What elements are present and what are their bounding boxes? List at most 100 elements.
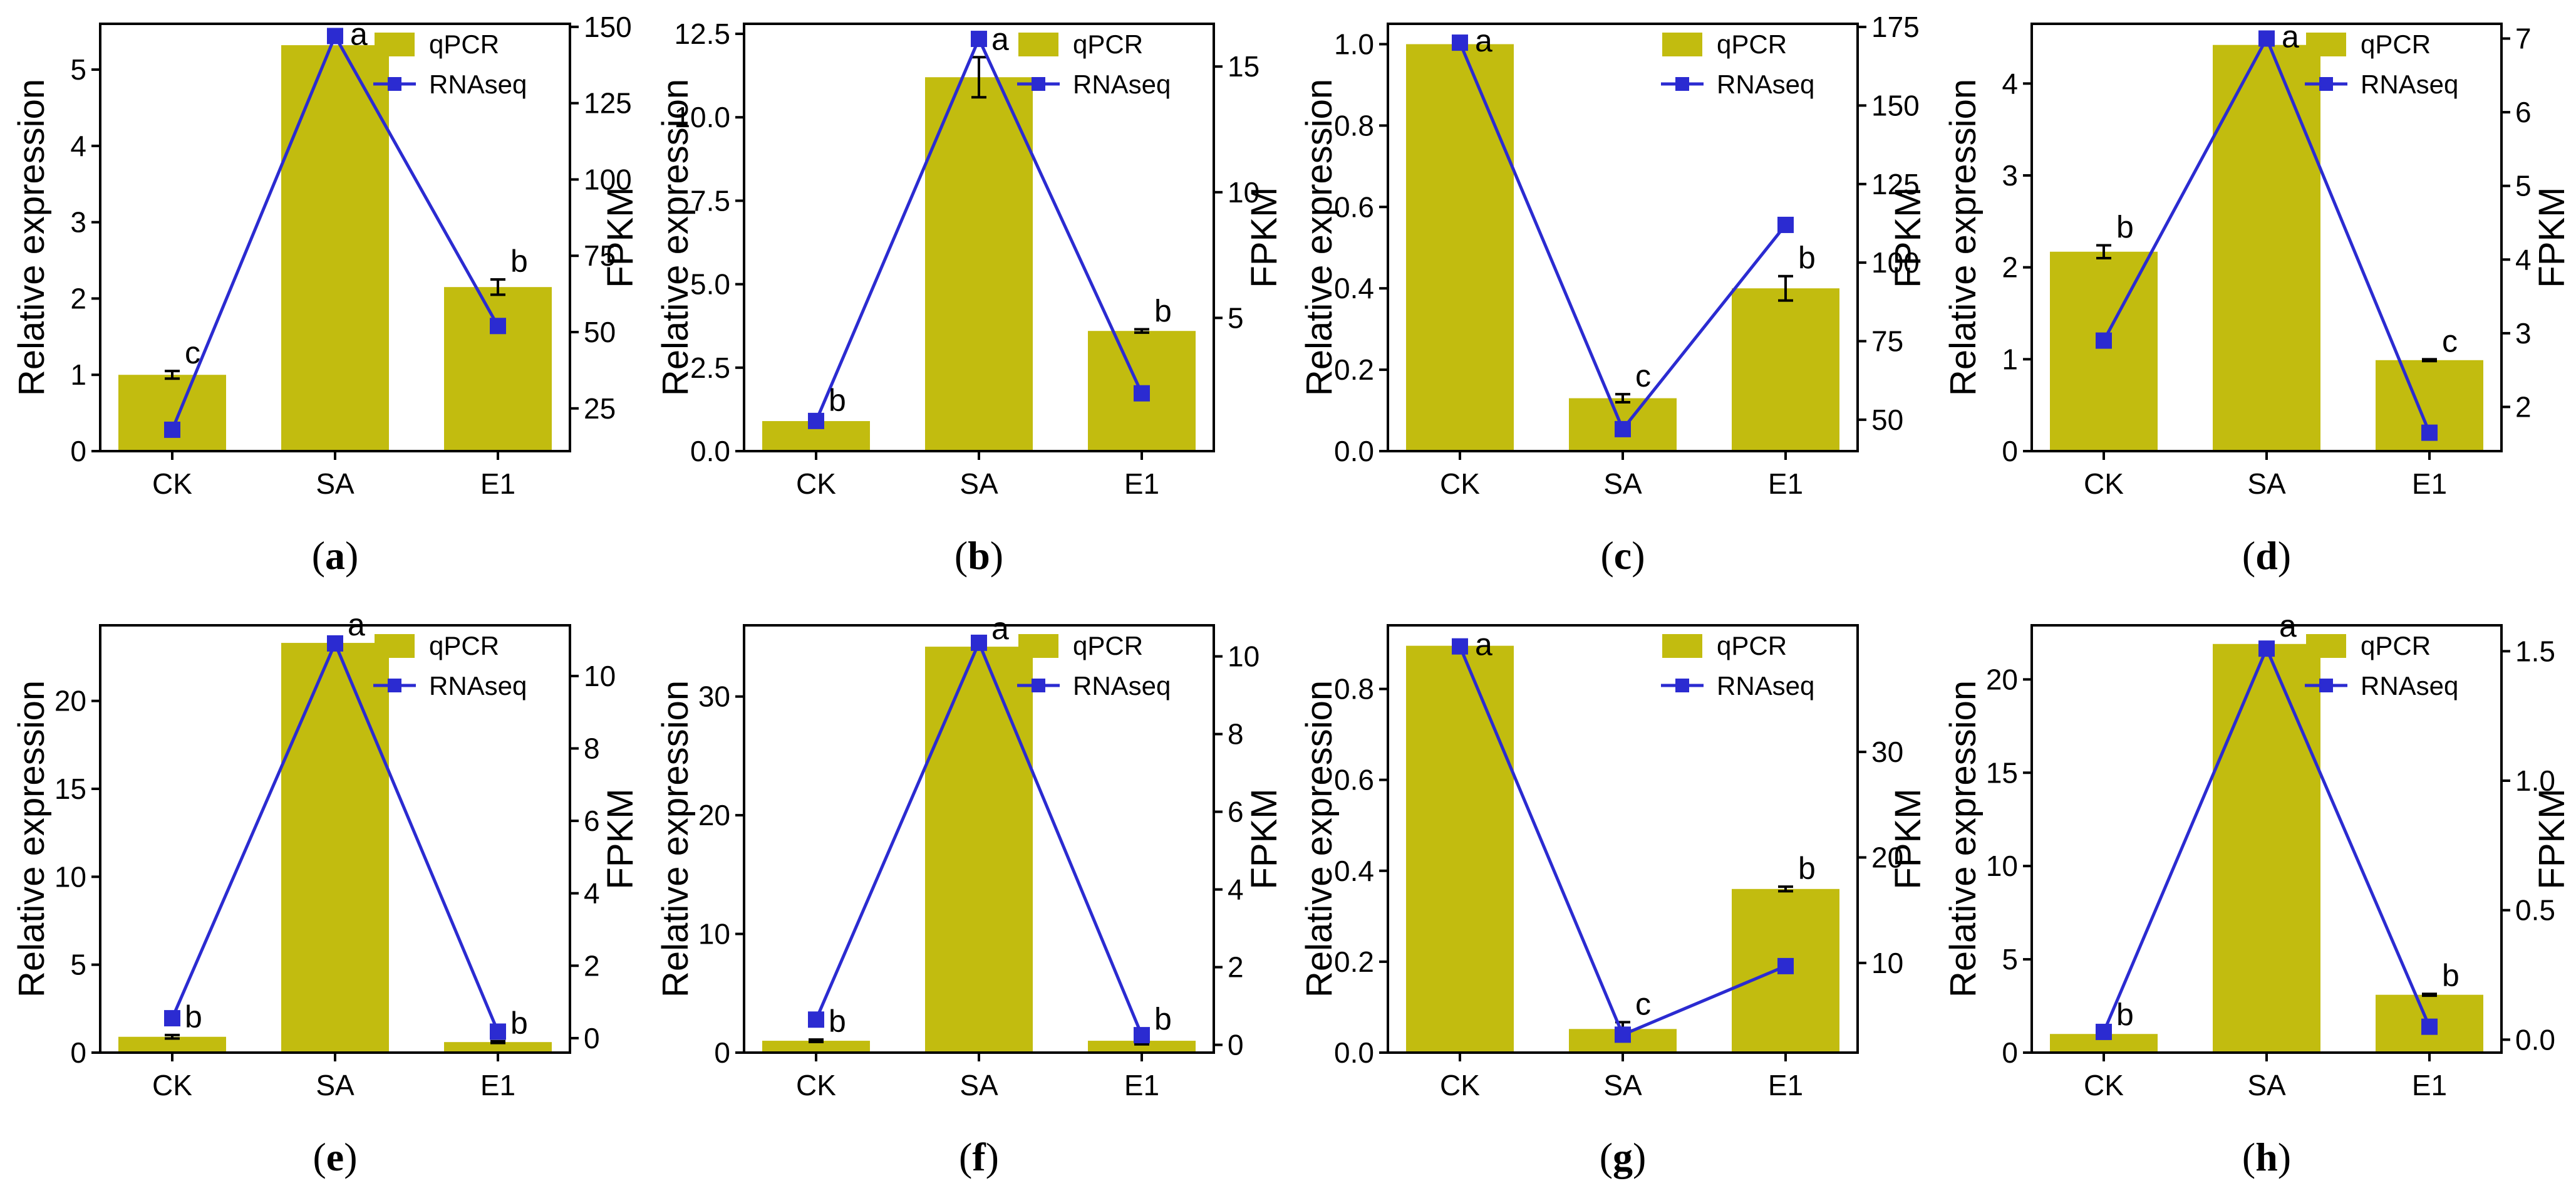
bar-e-sa xyxy=(281,643,389,1053)
left-tick-label: 5.0 xyxy=(690,268,730,301)
left-tick-label: 0.8 xyxy=(1334,673,1374,706)
left-axis-title-f: Relative expression xyxy=(655,680,696,997)
error-bar-a-ck xyxy=(165,370,180,380)
right-tick-label: 175 xyxy=(1871,11,1920,43)
legend-label-rnaseq: RNAseq xyxy=(1073,70,1171,99)
bar-d-ck xyxy=(2050,251,2158,451)
sig-label-f-e1: b xyxy=(1154,1001,1172,1036)
legend-swatch-qpcr xyxy=(375,33,415,56)
legend-label-rnaseq: RNAseq xyxy=(2361,671,2458,700)
x-tick-label-ck: CK xyxy=(152,1069,192,1101)
rnaseq-marker-g-ck xyxy=(1452,638,1468,655)
legend-a: qPCR RNAseq xyxy=(373,29,527,99)
error-bar-b-sa xyxy=(971,56,986,99)
right-tick-label: 1.5 xyxy=(2515,635,2555,667)
left-tick-label: 0 xyxy=(70,435,86,467)
legend-label-qpcr: qPCR xyxy=(1073,631,1143,660)
legend-label-rnaseq: RNAseq xyxy=(1717,671,1814,700)
rnaseq-marker-b-ck xyxy=(808,412,824,429)
left-tick-label: 0.0 xyxy=(1334,435,1374,467)
left-axis-title-h: Relative expression xyxy=(1943,680,1984,997)
left-tick-label: 1.0 xyxy=(1334,28,1374,60)
x-tick-label-ck: CK xyxy=(152,467,192,500)
panel-label-d: (d) xyxy=(2242,533,2291,578)
right-tick-label: 125 xyxy=(1871,168,1920,200)
panel-label-h: (h) xyxy=(2242,1135,2291,1179)
legend-c: qPCR RNAseq xyxy=(1661,29,1814,99)
error-bar-a-e1 xyxy=(490,278,505,296)
legend-label-qpcr: qPCR xyxy=(429,29,499,59)
sig-label-b-sa: a xyxy=(991,21,1009,56)
sig-label-b-e1: b xyxy=(1154,294,1172,329)
error-bar-d-ck xyxy=(2096,244,2111,259)
bar-d-sa xyxy=(2213,44,2320,451)
sig-label-f-ck: b xyxy=(829,1004,846,1039)
right-tick-label: 6 xyxy=(1228,796,1244,828)
right-tick-label: 4 xyxy=(1228,873,1244,906)
error-bar-e-ck xyxy=(165,1033,180,1040)
right-tick-label: 125 xyxy=(584,87,632,120)
left-tick-label: 0 xyxy=(2002,1036,2018,1069)
rnaseq-marker-e-sa xyxy=(327,635,343,652)
rnaseq-marker-d-e1 xyxy=(2421,424,2438,441)
x-tick-label-e1: E1 xyxy=(1124,1069,1159,1101)
left-tick-label: 0.2 xyxy=(1334,353,1374,386)
panel-b: b a b 0.0 2.5 5.0 7.5 10.0 12.5 5 10 15 CK SA E1 Relati… xyxy=(644,0,1288,602)
bar-a-ck xyxy=(118,375,226,451)
right-tick-label: 5 xyxy=(1228,301,1244,334)
chart-a: c b a 0 1 2 3 4 5 25 50 75 100 125 150 CK SA E1 Relative e… xyxy=(11,11,641,578)
left-tick-label: 4 xyxy=(2002,67,2018,100)
right-tick-label: 75 xyxy=(1871,325,1903,357)
sig-label-h-ck: b xyxy=(2116,997,2134,1033)
left-tick-label: 10 xyxy=(1986,850,2018,882)
x-tick-label-sa: SA xyxy=(960,1069,998,1101)
bar-c-e1 xyxy=(1732,288,1839,451)
panel-h: b a b 0 5 10 15 20 0.0 0.5 1.0 1.5 CK SA E1 Relative ex… xyxy=(1932,602,2575,1203)
rnaseq-marker-d-sa xyxy=(2258,30,2275,47)
left-tick-label: 0.0 xyxy=(1334,1036,1374,1069)
left-tick-label: 2 xyxy=(2002,251,2018,284)
left-tick-label: 2 xyxy=(70,282,86,315)
x-tick-label-sa: SA xyxy=(1603,1069,1642,1101)
rnaseq-marker-h-e1 xyxy=(2421,1018,2438,1035)
right-tick-label: 10 xyxy=(1228,176,1260,209)
right-tick-label: 15 xyxy=(1228,50,1260,83)
rnaseq-marker-g-e1 xyxy=(1777,957,1794,974)
left-tick-label: 0.6 xyxy=(1334,764,1374,796)
left-tick-label: 0.4 xyxy=(1334,855,1374,887)
legend-b: qPCR RNAseq xyxy=(1017,29,1171,99)
bar-a-sa xyxy=(281,45,389,452)
error-bar-f-ck xyxy=(809,1038,824,1043)
sig-label-c-e1: b xyxy=(1798,241,1816,276)
legend-swatch-rnaseq-marker xyxy=(2319,77,2333,91)
left-tick-label: 0 xyxy=(714,1036,730,1069)
right-tick-label: 75 xyxy=(584,239,616,272)
panel-c: c b a 0.0 0.2 0.4 0.6 0.8 1.0 50 75 100 125 150 175 CK S… xyxy=(1288,0,1932,602)
left-tick-label: 7.5 xyxy=(690,184,730,217)
rnaseq-marker-h-ck xyxy=(2096,1023,2112,1040)
sig-label-f-sa: a xyxy=(991,611,1009,646)
error-bar-b-e1 xyxy=(1134,328,1149,334)
legend-d: qPCR RNAseq xyxy=(2305,29,2458,99)
sig-label-e-e1: b xyxy=(510,1006,528,1041)
rnaseq-marker-e-ck xyxy=(164,1010,180,1027)
right-axis-title-g: FPKM xyxy=(1888,788,1928,889)
error-bar-c-e1 xyxy=(1778,274,1793,302)
legend-label-rnaseq: RNAseq xyxy=(1717,70,1814,99)
panel-e: b a b 0 5 10 15 20 0 2 4 6 8 10 CK SA E1 Relative express… xyxy=(0,602,644,1203)
panel-a: c b a 0 1 2 3 4 5 25 50 75 100 125 150 CK SA E1 Relative e… xyxy=(0,0,644,602)
left-tick-label: 15 xyxy=(54,773,86,805)
panel-label-a: (a) xyxy=(312,533,359,578)
left-tick-label: 0.8 xyxy=(1334,109,1374,142)
right-tick-label: 20 xyxy=(1871,841,1903,873)
x-tick-label-e1: E1 xyxy=(2412,467,2447,500)
error-bar-e-e1 xyxy=(490,1039,505,1044)
legend-swatch-rnaseq-marker xyxy=(388,77,401,91)
x-tick-label-ck: CK xyxy=(1440,1069,1480,1101)
legend-label-qpcr: qPCR xyxy=(429,631,499,660)
right-tick-label: 0.0 xyxy=(2515,1023,2555,1056)
sig-label-d-ck: b xyxy=(2116,209,2134,244)
left-tick-label: 0.4 xyxy=(1334,272,1374,305)
left-tick-label: 15 xyxy=(1986,756,2018,789)
right-tick-label: 2 xyxy=(1228,951,1244,984)
